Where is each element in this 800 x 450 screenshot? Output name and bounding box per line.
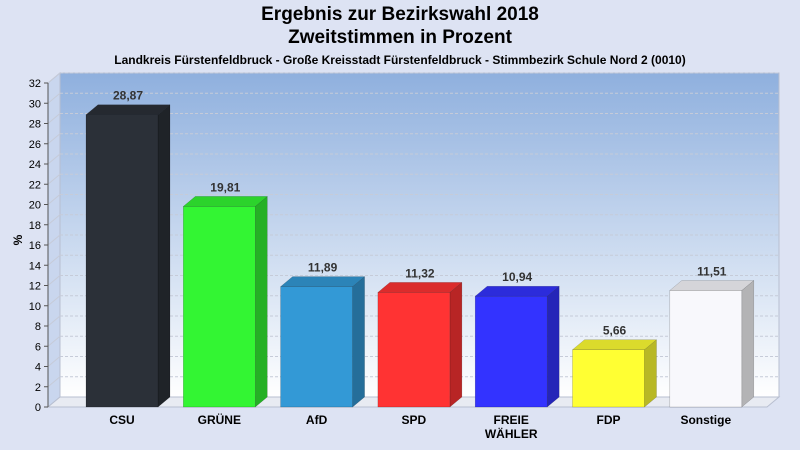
bar-side-face (352, 276, 365, 408)
bar-top-face (474, 285, 560, 297)
gridline-side (47, 376, 61, 388)
y-tick-label: 14 (29, 260, 41, 272)
data-label: 5,66 (603, 324, 627, 338)
chart-title: Ergebnis zur Bezirkswahl 2018 (261, 4, 539, 25)
gridline-side (47, 133, 61, 145)
bar-top-face (279, 276, 366, 287)
y-tick-label: 24 (29, 159, 41, 171)
bar-side-face (741, 279, 755, 408)
y-tick-label: 4 (35, 362, 41, 374)
bar-side-face (644, 339, 657, 408)
y-tick-label: 30 (29, 98, 41, 110)
bar-3 (279, 276, 366, 408)
bar-top-face (85, 104, 171, 115)
bar-side-face (449, 281, 463, 408)
y-tick-label: 10 (29, 301, 41, 313)
chart-subtitle: Zweitstimmen in Prozent (288, 27, 512, 48)
y-axis-label: % (11, 234, 25, 245)
data-label: 11,89 (308, 261, 338, 275)
gridline-side (47, 356, 61, 367)
gridline-side (47, 335, 61, 347)
gridline-side (47, 254, 61, 266)
bar-front-face (183, 206, 256, 408)
data-label: 10,94 (502, 270, 532, 284)
bar-top-face (669, 280, 755, 291)
data-label: 11,32 (405, 266, 435, 280)
data-label: 11,51 (697, 264, 727, 278)
y-tick-label: 20 (29, 200, 41, 212)
bar-front-face (474, 295, 548, 408)
bar-front-face (377, 292, 451, 408)
gridline-side (47, 295, 61, 307)
bar-side-face (546, 285, 560, 408)
bar-top-face (571, 339, 658, 350)
gridline-side (47, 214, 61, 226)
x-tick-label: GRÜNE (198, 412, 241, 427)
y-tick-label: 26 (29, 139, 41, 151)
gridline-side (47, 72, 61, 84)
y-tick-label: 32 (29, 78, 41, 90)
bar-side-face (255, 195, 268, 408)
bar-4 (377, 281, 463, 408)
bar-side-face (157, 104, 171, 408)
bar-7 (669, 279, 755, 408)
y-tick-label: 6 (35, 341, 41, 353)
x-tick-label: SPD (402, 413, 427, 427)
bar-front-face (669, 290, 743, 408)
gridline-side (47, 275, 61, 286)
y-tick-label: 18 (29, 220, 41, 232)
y-tick-label: 28 (29, 119, 41, 131)
y-tick-label: 12 (29, 281, 41, 293)
x-tick-label: Sonstige (680, 413, 731, 427)
gridline-side (47, 113, 61, 124)
bar-front-face (85, 114, 159, 408)
gridline-side (47, 234, 61, 246)
gridline-side (47, 92, 61, 104)
bar-top-face (182, 196, 268, 207)
y-tick-label: 8 (35, 321, 41, 333)
bar-front-face (280, 286, 353, 408)
gridline-side (47, 173, 61, 185)
data-label: 28,87 (113, 89, 143, 103)
y-tick-label: 0 (35, 402, 41, 414)
x-tick-label: WÄHLER (485, 426, 538, 441)
data-label: 19,81 (210, 180, 240, 194)
bar-top-face (377, 282, 463, 293)
gridline-side (47, 315, 61, 327)
x-tick-label: FDP (597, 413, 621, 427)
chart-caption: Landkreis Fürstenfeldbruck - Große Kreis… (114, 53, 686, 67)
bar-1 (85, 104, 171, 408)
y-tick-label: 16 (29, 240, 41, 252)
bar-front-face (572, 349, 645, 408)
bar-5 (474, 285, 560, 408)
x-tick-label: CSU (109, 413, 134, 427)
gridline-side (47, 153, 61, 165)
y-tick-label: 22 (29, 179, 41, 191)
x-tick-label: FREIE (494, 413, 529, 427)
y-tick-label: 2 (35, 382, 41, 394)
bar-6 (571, 339, 658, 408)
bar-2 (182, 195, 268, 408)
bar-layer: 28,87 19,81 11,89 11,32 10,94 5,66 11,51 (85, 89, 755, 408)
x-tick-label: AfD (306, 413, 328, 427)
gridline-side (47, 194, 61, 205)
